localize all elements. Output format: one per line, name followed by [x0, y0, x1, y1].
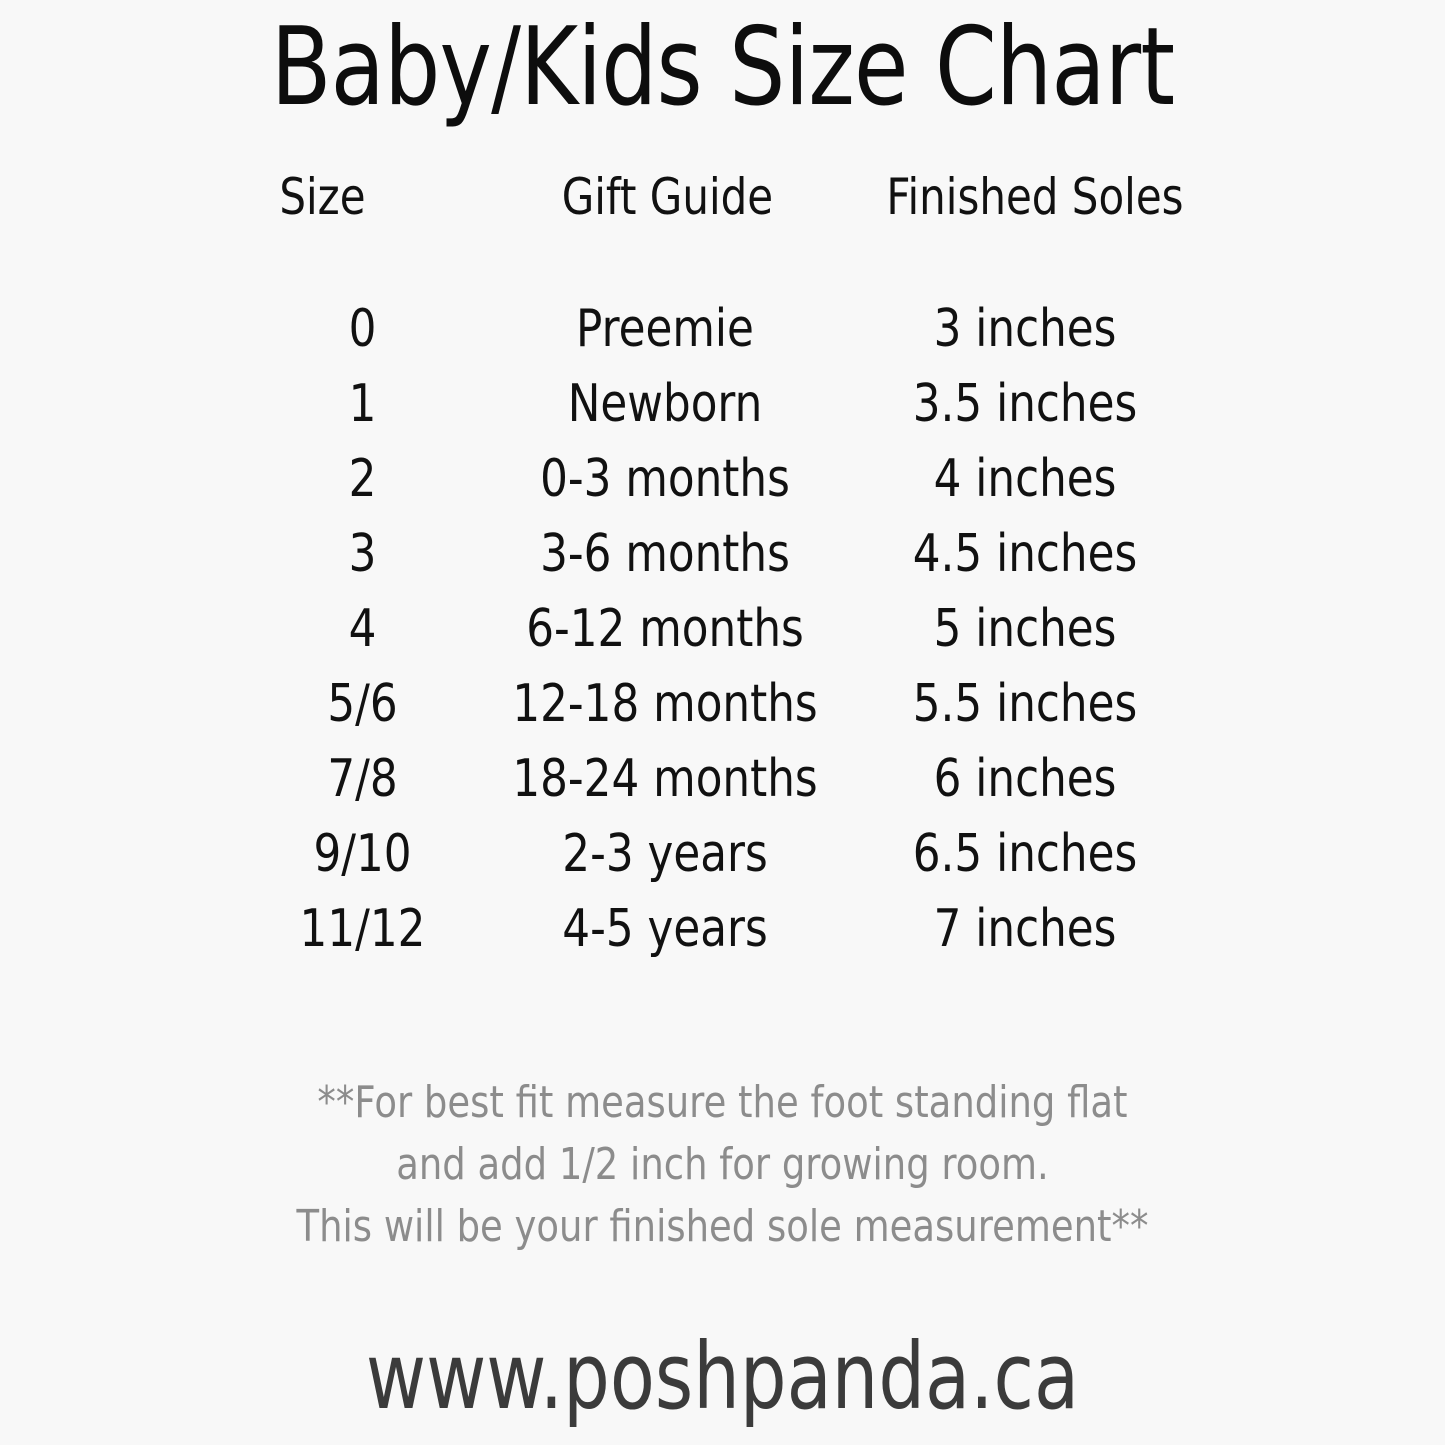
footnote-line-3: This will be your finished sole measurem… — [296, 1201, 1149, 1252]
cell-finished-soles: 6 inches — [933, 749, 1117, 809]
table-row: 0 Preemie 3 inches — [255, 292, 1190, 367]
cell-gift-guide: 2-3 years — [562, 824, 768, 884]
table-header-row: Size Gift Guide Finished Soles — [255, 168, 1190, 230]
column-header-size: Size — [279, 168, 366, 226]
cell-finished-soles: 7 inches — [933, 899, 1117, 959]
cell-gift-guide: 6-12 months — [526, 599, 804, 659]
cell-finished-soles: 4.5 inches — [912, 524, 1138, 584]
table-row: 4 6-12 months 5 inches — [255, 592, 1190, 667]
cell-finished-soles: 5.5 inches — [912, 674, 1138, 734]
table-row: 5/6 12-18 months 5.5 inches — [255, 667, 1190, 742]
cell-gift-guide: 18-24 months — [512, 749, 818, 809]
cell-size: 2 — [348, 449, 377, 509]
cell-size: 11/12 — [299, 899, 426, 959]
measurement-footnote: **For best fit measure the foot standing… — [0, 1072, 1445, 1258]
cell-gift-guide: 0-3 months — [540, 449, 790, 509]
cell-size: 1 — [348, 374, 377, 434]
column-header-gift-guide: Gift Guide — [561, 168, 774, 226]
cell-gift-guide: Preemie — [576, 299, 754, 359]
cell-size: 3 — [348, 524, 377, 584]
table-row: 11/12 4-5 years 7 inches — [255, 892, 1190, 967]
cell-finished-soles: 3 inches — [933, 299, 1117, 359]
cell-gift-guide: 4-5 years — [562, 899, 768, 959]
table-row: 3 3-6 months 4.5 inches — [255, 517, 1190, 592]
footnote-line-1: **For best fit measure the foot standing… — [317, 1077, 1128, 1128]
table-row: 7/8 18-24 months 6 inches — [255, 742, 1190, 817]
table-body: 0 Preemie 3 inches 1 Newborn 3.5 inches … — [255, 292, 1190, 967]
website-url: www.poshpanda.ca — [365, 1323, 1080, 1430]
cell-finished-soles: 5 inches — [933, 599, 1117, 659]
footnote-line-2: and add 1/2 inch for growing room. — [396, 1139, 1049, 1190]
cell-gift-guide: 3-6 months — [540, 524, 790, 584]
cell-finished-soles: 3.5 inches — [912, 374, 1138, 434]
cell-gift-guide: Newborn — [567, 374, 763, 434]
size-chart-table: Size Gift Guide Finished Soles 0 Preemie… — [255, 168, 1190, 967]
cell-finished-soles: 4 inches — [933, 449, 1117, 509]
cell-size: 7/8 — [327, 749, 398, 809]
table-row: 1 Newborn 3.5 inches — [255, 367, 1190, 442]
cell-size: 9/10 — [313, 824, 412, 884]
table-row: 2 0-3 months 4 inches — [255, 442, 1190, 517]
cell-size: 5/6 — [327, 674, 398, 734]
cell-size: 4 — [348, 599, 377, 659]
table-row: 9/10 2-3 years 6.5 inches — [255, 817, 1190, 892]
cell-gift-guide: 12-18 months — [512, 674, 818, 734]
cell-size: 0 — [348, 299, 377, 359]
column-header-finished-soles: Finished Soles — [886, 168, 1184, 226]
cell-finished-soles: 6.5 inches — [912, 824, 1138, 884]
page-title: Baby/Kids Size Chart — [270, 5, 1175, 130]
